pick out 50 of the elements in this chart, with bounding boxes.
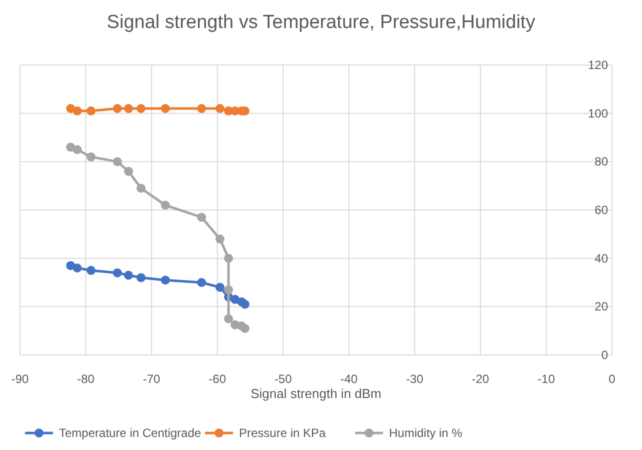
point bbox=[136, 184, 146, 193]
point bbox=[136, 273, 146, 282]
point bbox=[72, 106, 82, 116]
point bbox=[112, 268, 122, 278]
y-tick-label: 120 bbox=[588, 58, 608, 72]
point bbox=[112, 104, 122, 113]
y-tick-label: 80 bbox=[594, 154, 608, 169]
y-tick-label: 40 bbox=[594, 251, 608, 266]
x-tick-label: -30 bbox=[406, 372, 424, 386]
x-tick-label: -70 bbox=[142, 372, 161, 386]
legend-label: Humidity in % bbox=[389, 426, 463, 440]
point bbox=[197, 278, 206, 287]
point bbox=[124, 270, 134, 280]
point bbox=[86, 152, 96, 162]
chart-title: Signal strength vs Temperature, Pressure,Humidity bbox=[106, 12, 536, 33]
point bbox=[124, 104, 134, 113]
point bbox=[224, 314, 234, 324]
point bbox=[240, 300, 250, 309]
point bbox=[136, 104, 146, 113]
point bbox=[215, 282, 224, 292]
point bbox=[86, 266, 96, 275]
legend-label: Temperature in Centigrade bbox=[59, 426, 202, 440]
x-tick-label: -90 bbox=[11, 372, 29, 386]
point bbox=[224, 254, 234, 263]
point bbox=[240, 324, 250, 333]
y-tick-label: 60 bbox=[594, 203, 608, 217]
point bbox=[160, 200, 170, 210]
point bbox=[86, 106, 96, 116]
legend-label: Pressure in KPa bbox=[239, 426, 326, 440]
x-tick-label: -80 bbox=[77, 372, 95, 386]
point bbox=[197, 104, 206, 113]
point bbox=[72, 145, 82, 154]
point bbox=[197, 212, 206, 222]
point bbox=[160, 276, 170, 285]
x-tick-label: -40 bbox=[340, 372, 358, 386]
y-tick-label: 100 bbox=[588, 106, 608, 120]
y-tick-label: 20 bbox=[594, 300, 608, 314]
point bbox=[124, 166, 134, 176]
point bbox=[112, 157, 122, 166]
x-tick-label: -20 bbox=[472, 372, 490, 386]
x-axis-title: Signal strength in dBm bbox=[250, 386, 382, 401]
point bbox=[160, 104, 170, 113]
point bbox=[224, 285, 234, 294]
x-tick-label: -60 bbox=[208, 372, 226, 386]
x-tick-label: -50 bbox=[274, 372, 292, 386]
y-tick-label: 0 bbox=[601, 348, 608, 362]
point bbox=[215, 104, 224, 113]
point bbox=[72, 264, 82, 272]
point bbox=[215, 234, 224, 244]
x-tick-label: -10 bbox=[538, 372, 556, 386]
